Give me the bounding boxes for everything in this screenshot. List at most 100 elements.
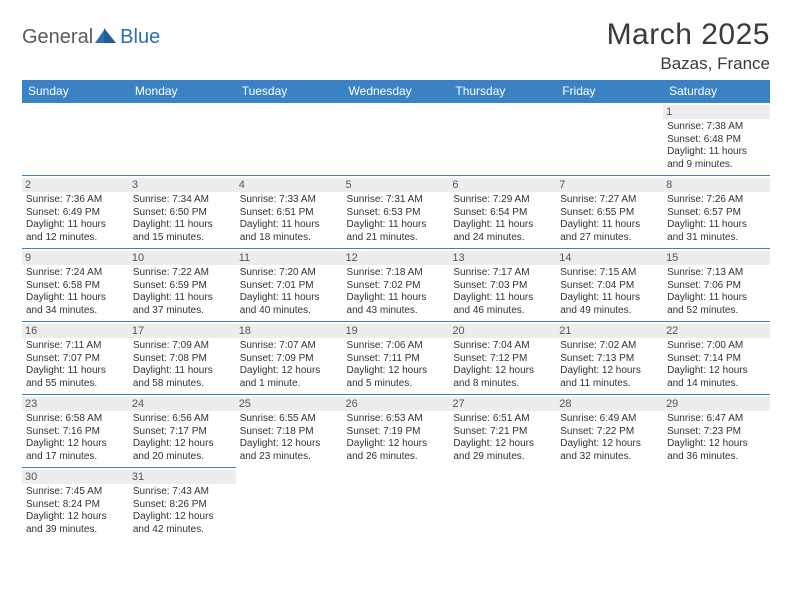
day-number: 14 [556,251,663,265]
day-cell: 25Sunrise: 6:55 AMSunset: 7:18 PMDayligh… [236,395,343,468]
empty-cell [663,468,770,541]
day-number: 12 [343,251,450,265]
daylight-line: Daylight: 11 hours and 9 minutes. [667,146,766,171]
day-number: 9 [22,251,129,265]
day-cell: 16Sunrise: 7:11 AMSunset: 7:07 PMDayligh… [22,322,129,395]
daylight-line: Daylight: 12 hours and 36 minutes. [667,438,766,463]
day-cell: 21Sunrise: 7:02 AMSunset: 7:13 PMDayligh… [556,322,663,395]
day-number: 2 [22,178,129,192]
weekday-header: Saturday [663,80,770,103]
daylight-line: Daylight: 12 hours and 11 minutes. [560,365,659,390]
day-number: 30 [22,470,129,484]
sunrise-line: Sunrise: 6:55 AM [240,413,339,426]
daylight-line: Daylight: 12 hours and 29 minutes. [453,438,552,463]
day-number: 7 [556,178,663,192]
day-cell: 11Sunrise: 7:20 AMSunset: 7:01 PMDayligh… [236,249,343,322]
empty-cell [449,468,556,541]
day-cell: 12Sunrise: 7:18 AMSunset: 7:02 PMDayligh… [343,249,450,322]
daylight-line: Daylight: 11 hours and 12 minutes. [26,219,125,244]
day-cell: 29Sunrise: 6:47 AMSunset: 7:23 PMDayligh… [663,395,770,468]
daylight-line: Daylight: 12 hours and 1 minute. [240,365,339,390]
weekday-header: Wednesday [343,80,450,103]
sunset-line: Sunset: 6:48 PM [667,134,766,147]
sunset-line: Sunset: 6:58 PM [26,280,125,293]
day-cell: 14Sunrise: 7:15 AMSunset: 7:04 PMDayligh… [556,249,663,322]
sunset-line: Sunset: 7:17 PM [133,426,232,439]
sunset-line: Sunset: 6:51 PM [240,207,339,220]
day-cell: 20Sunrise: 7:04 AMSunset: 7:12 PMDayligh… [449,322,556,395]
sunrise-line: Sunrise: 7:27 AM [560,194,659,207]
day-number: 24 [129,397,236,411]
sunrise-line: Sunrise: 7:43 AM [133,486,232,499]
day-number: 26 [343,397,450,411]
day-cell: 28Sunrise: 6:49 AMSunset: 7:22 PMDayligh… [556,395,663,468]
day-number: 27 [449,397,556,411]
empty-cell [236,468,343,541]
empty-cell [556,103,663,176]
daylight-line: Daylight: 11 hours and 37 minutes. [133,292,232,317]
daylight-line: Daylight: 11 hours and 24 minutes. [453,219,552,244]
day-number: 13 [449,251,556,265]
sunrise-line: Sunrise: 7:33 AM [240,194,339,207]
empty-cell [22,103,129,176]
day-number: 16 [22,324,129,338]
daylight-line: Daylight: 11 hours and 43 minutes. [347,292,446,317]
day-cell: 30Sunrise: 7:45 AMSunset: 8:24 PMDayligh… [22,468,129,541]
daylight-line: Daylight: 11 hours and 21 minutes. [347,219,446,244]
sunset-line: Sunset: 7:13 PM [560,353,659,366]
daylight-line: Daylight: 12 hours and 20 minutes. [133,438,232,463]
daylight-line: Daylight: 12 hours and 17 minutes. [26,438,125,463]
sunset-line: Sunset: 7:09 PM [240,353,339,366]
day-number: 4 [236,178,343,192]
day-number: 25 [236,397,343,411]
sunrise-line: Sunrise: 7:22 AM [133,267,232,280]
empty-cell [236,103,343,176]
sunrise-line: Sunrise: 7:09 AM [133,340,232,353]
day-cell: 8Sunrise: 7:26 AMSunset: 6:57 PMDaylight… [663,176,770,249]
sunrise-line: Sunrise: 7:13 AM [667,267,766,280]
sunset-line: Sunset: 7:07 PM [26,353,125,366]
empty-cell [343,103,450,176]
daylight-line: Daylight: 11 hours and 31 minutes. [667,219,766,244]
flag-icon [95,27,117,48]
sunset-line: Sunset: 7:21 PM [453,426,552,439]
daylight-line: Daylight: 11 hours and 18 minutes. [240,219,339,244]
day-cell: 15Sunrise: 7:13 AMSunset: 7:06 PMDayligh… [663,249,770,322]
day-number: 21 [556,324,663,338]
daylight-line: Daylight: 11 hours and 55 minutes. [26,365,125,390]
day-cell: 1Sunrise: 7:38 AMSunset: 6:48 PMDaylight… [663,103,770,176]
logo-text-blue: Blue [120,26,160,49]
empty-cell [343,468,450,541]
sunset-line: Sunset: 6:53 PM [347,207,446,220]
sunset-line: Sunset: 7:19 PM [347,426,446,439]
calendar-table: SundayMondayTuesdayWednesdayThursdayFrid… [22,80,770,540]
sunset-line: Sunset: 8:26 PM [133,499,232,512]
weekday-header: Monday [129,80,236,103]
day-cell: 5Sunrise: 7:31 AMSunset: 6:53 PMDaylight… [343,176,450,249]
day-number: 19 [343,324,450,338]
daylight-line: Daylight: 11 hours and 34 minutes. [26,292,125,317]
sunrise-line: Sunrise: 7:34 AM [133,194,232,207]
day-number: 10 [129,251,236,265]
daylight-line: Daylight: 12 hours and 5 minutes. [347,365,446,390]
daylight-line: Daylight: 12 hours and 8 minutes. [453,365,552,390]
sunrise-line: Sunrise: 7:45 AM [26,486,125,499]
daylight-line: Daylight: 11 hours and 46 minutes. [453,292,552,317]
daylight-line: Daylight: 12 hours and 23 minutes. [240,438,339,463]
sunset-line: Sunset: 6:59 PM [133,280,232,293]
logo: General Blue [22,26,160,49]
day-number: 11 [236,251,343,265]
daylight-line: Daylight: 12 hours and 42 minutes. [133,511,232,536]
daylight-line: Daylight: 11 hours and 15 minutes. [133,219,232,244]
day-number: 18 [236,324,343,338]
sunrise-line: Sunrise: 7:15 AM [560,267,659,280]
sunset-line: Sunset: 7:06 PM [667,280,766,293]
day-cell: 3Sunrise: 7:34 AMSunset: 6:50 PMDaylight… [129,176,236,249]
day-number: 3 [129,178,236,192]
daylight-line: Daylight: 11 hours and 27 minutes. [560,219,659,244]
day-cell: 17Sunrise: 7:09 AMSunset: 7:08 PMDayligh… [129,322,236,395]
weekday-header: Friday [556,80,663,103]
daylight-line: Daylight: 12 hours and 39 minutes. [26,511,125,536]
day-number: 5 [343,178,450,192]
day-cell: 23Sunrise: 6:58 AMSunset: 7:16 PMDayligh… [22,395,129,468]
